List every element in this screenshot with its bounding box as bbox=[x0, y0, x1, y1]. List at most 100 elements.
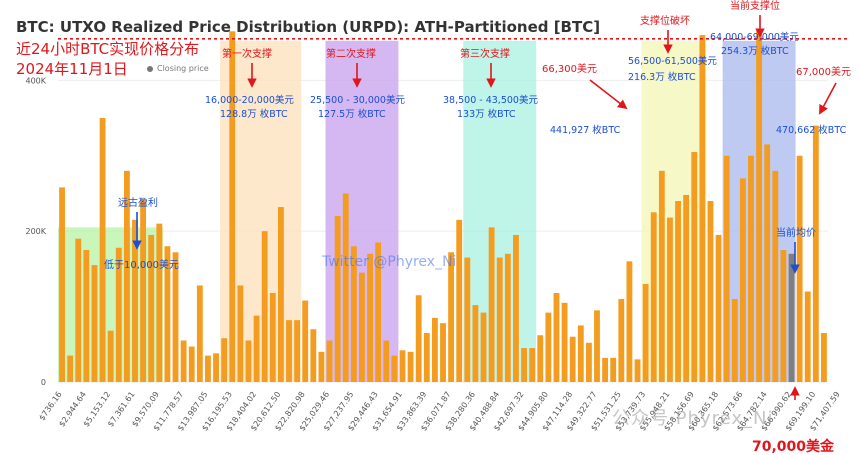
bar bbox=[326, 340, 333, 382]
subtitle-line1: 近24小时BTC实现价格分布 bbox=[16, 40, 200, 58]
bar bbox=[715, 234, 722, 382]
bar bbox=[423, 332, 430, 382]
bar bbox=[67, 355, 74, 382]
bar bbox=[772, 170, 779, 382]
bar bbox=[707, 201, 714, 382]
annotation-label: 第三次支撑 bbox=[460, 47, 510, 60]
bar bbox=[383, 340, 390, 382]
annotation-label: 38,500 - 43,500美元 bbox=[443, 94, 538, 106]
bar bbox=[245, 340, 252, 382]
bar bbox=[739, 178, 746, 382]
bar bbox=[764, 144, 771, 382]
bar bbox=[561, 302, 568, 382]
bar bbox=[658, 170, 665, 382]
bar bbox=[480, 312, 487, 382]
annotation-label: 66,300美元 bbox=[542, 62, 597, 75]
bar bbox=[180, 340, 187, 382]
bar bbox=[59, 187, 65, 382]
bar bbox=[594, 310, 600, 382]
bar bbox=[407, 351, 414, 382]
bar bbox=[723, 155, 730, 382]
bar bbox=[812, 125, 819, 382]
bar bbox=[431, 317, 438, 382]
bar bbox=[796, 155, 803, 382]
annotation-label: 25,500 - 30,000美元 bbox=[310, 94, 405, 106]
bar bbox=[269, 293, 276, 382]
bar bbox=[310, 329, 317, 382]
chart-title: BTC: UTXO Realized Price Distribution (U… bbox=[16, 18, 601, 36]
bar bbox=[375, 242, 382, 382]
bar bbox=[553, 293, 560, 382]
bar bbox=[699, 35, 706, 382]
bar bbox=[172, 252, 179, 382]
bar bbox=[577, 325, 584, 382]
annotation-arrow bbox=[819, 82, 837, 115]
bar bbox=[804, 291, 811, 382]
bar bbox=[521, 348, 527, 382]
annotation-label: 支撑位破坏 bbox=[640, 14, 690, 27]
bar bbox=[188, 346, 195, 382]
bar bbox=[140, 199, 147, 382]
bar bbox=[756, 31, 763, 382]
bar bbox=[448, 252, 455, 382]
annotation-label: 当前均价 bbox=[776, 226, 816, 239]
legend-dot-icon bbox=[147, 65, 153, 72]
bar bbox=[302, 300, 309, 382]
subtitle-line2: 2024年11月1日 bbox=[16, 60, 128, 78]
bar bbox=[156, 223, 163, 382]
bar bbox=[821, 332, 827, 382]
annotation-label: 70,000美金 bbox=[752, 438, 835, 455]
bar bbox=[229, 31, 236, 382]
bar bbox=[488, 227, 495, 382]
bar bbox=[464, 257, 471, 382]
bar bbox=[415, 295, 422, 382]
annotation-label: 当前支撑位 bbox=[730, 0, 780, 12]
bar bbox=[107, 330, 114, 382]
bar bbox=[294, 320, 301, 382]
bar bbox=[675, 201, 681, 382]
bar bbox=[367, 253, 373, 382]
bar bbox=[237, 285, 244, 382]
bar bbox=[585, 342, 592, 382]
bar bbox=[537, 335, 544, 382]
bar bbox=[196, 285, 203, 382]
bar bbox=[99, 118, 106, 383]
bar bbox=[399, 350, 406, 382]
annotation-label: 67,000美元 bbox=[796, 65, 851, 78]
bar bbox=[164, 246, 171, 382]
bar bbox=[748, 155, 754, 382]
bar bbox=[626, 261, 633, 382]
annotation-label: 470,662 枚BTC bbox=[776, 124, 847, 136]
legend-label: Closing price bbox=[157, 64, 209, 73]
bar bbox=[683, 194, 690, 382]
bar bbox=[132, 219, 138, 382]
annotation-label: 第二次支撑 bbox=[326, 47, 376, 60]
y-tick-label: 200K bbox=[25, 227, 46, 236]
annotation-label: 56,500-61,500美元 bbox=[628, 55, 717, 67]
bar bbox=[788, 253, 795, 382]
bar bbox=[359, 272, 365, 382]
bar bbox=[472, 305, 479, 382]
x-tick-label: $736.16 bbox=[37, 390, 63, 422]
annotation-label: 127.5万 枚BTC bbox=[318, 108, 386, 120]
bar bbox=[261, 231, 268, 382]
annotation-arrow bbox=[589, 79, 628, 110]
annotation-label: 第一次支撑 bbox=[222, 47, 272, 60]
bar bbox=[731, 299, 738, 382]
annotation-label: 254.3万 枚BTC bbox=[721, 45, 789, 57]
bar bbox=[650, 212, 657, 382]
watermark-bottom: 公众号·Phyrex_Ni bbox=[612, 408, 774, 429]
bar bbox=[618, 299, 625, 382]
bar bbox=[342, 193, 349, 382]
bar bbox=[253, 315, 260, 382]
bar bbox=[350, 246, 357, 382]
annotation-label: 低于10,000美元 bbox=[104, 258, 179, 271]
annotation-label: 133万 枚BTC bbox=[457, 108, 516, 120]
chart-legend: Closing price bbox=[147, 64, 209, 73]
bar bbox=[213, 353, 219, 382]
bar bbox=[456, 219, 463, 382]
bar bbox=[602, 357, 609, 382]
annotation-label: 441,927 枚BTC bbox=[550, 124, 621, 136]
bar bbox=[667, 217, 673, 382]
